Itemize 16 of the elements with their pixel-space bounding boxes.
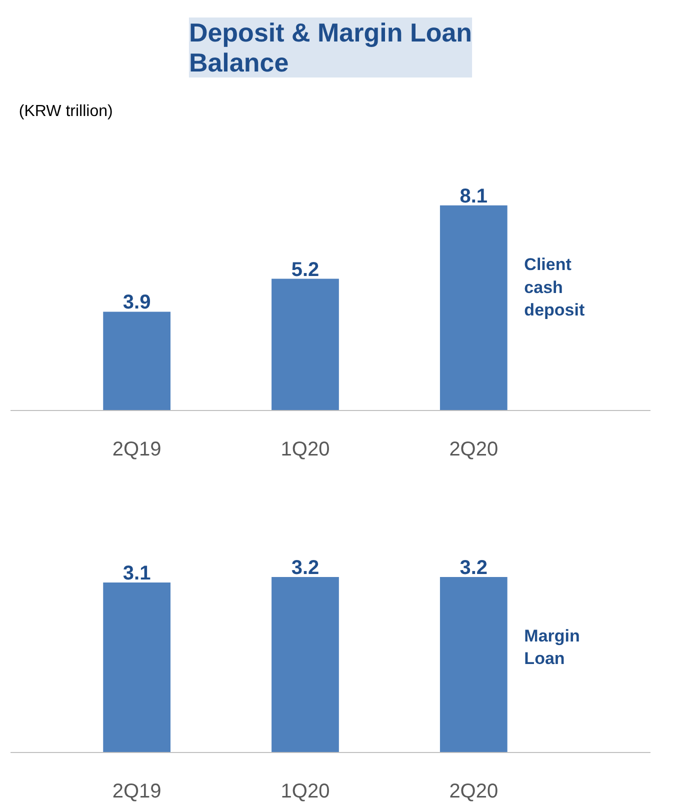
x-tick-label: 2Q20 (449, 438, 498, 460)
x-tick-label: 2Q19 (112, 438, 162, 460)
series-label: Client cash deposit (524, 255, 585, 320)
data-label: 3.1 (122, 562, 151, 584)
x-tick-label: 2Q20 (449, 780, 498, 802)
text: (KRW trillion) (18, 102, 113, 120)
x-tick-label: 1Q20 (280, 780, 330, 802)
series-label: Margin Loan (524, 626, 580, 668)
data-label: 5.2 (291, 258, 320, 281)
data-label: 3.2 (460, 557, 488, 580)
data-label: 8.1 (460, 185, 488, 208)
data-label: 3.9 (122, 292, 151, 314)
x-tick-label: 1Q20 (280, 438, 330, 460)
x-tick-label: 2Q19 (112, 780, 162, 802)
chart-title: Deposit & Margin Loan Balance (188, 18, 472, 78)
data-label: 3.2 (291, 557, 320, 580)
